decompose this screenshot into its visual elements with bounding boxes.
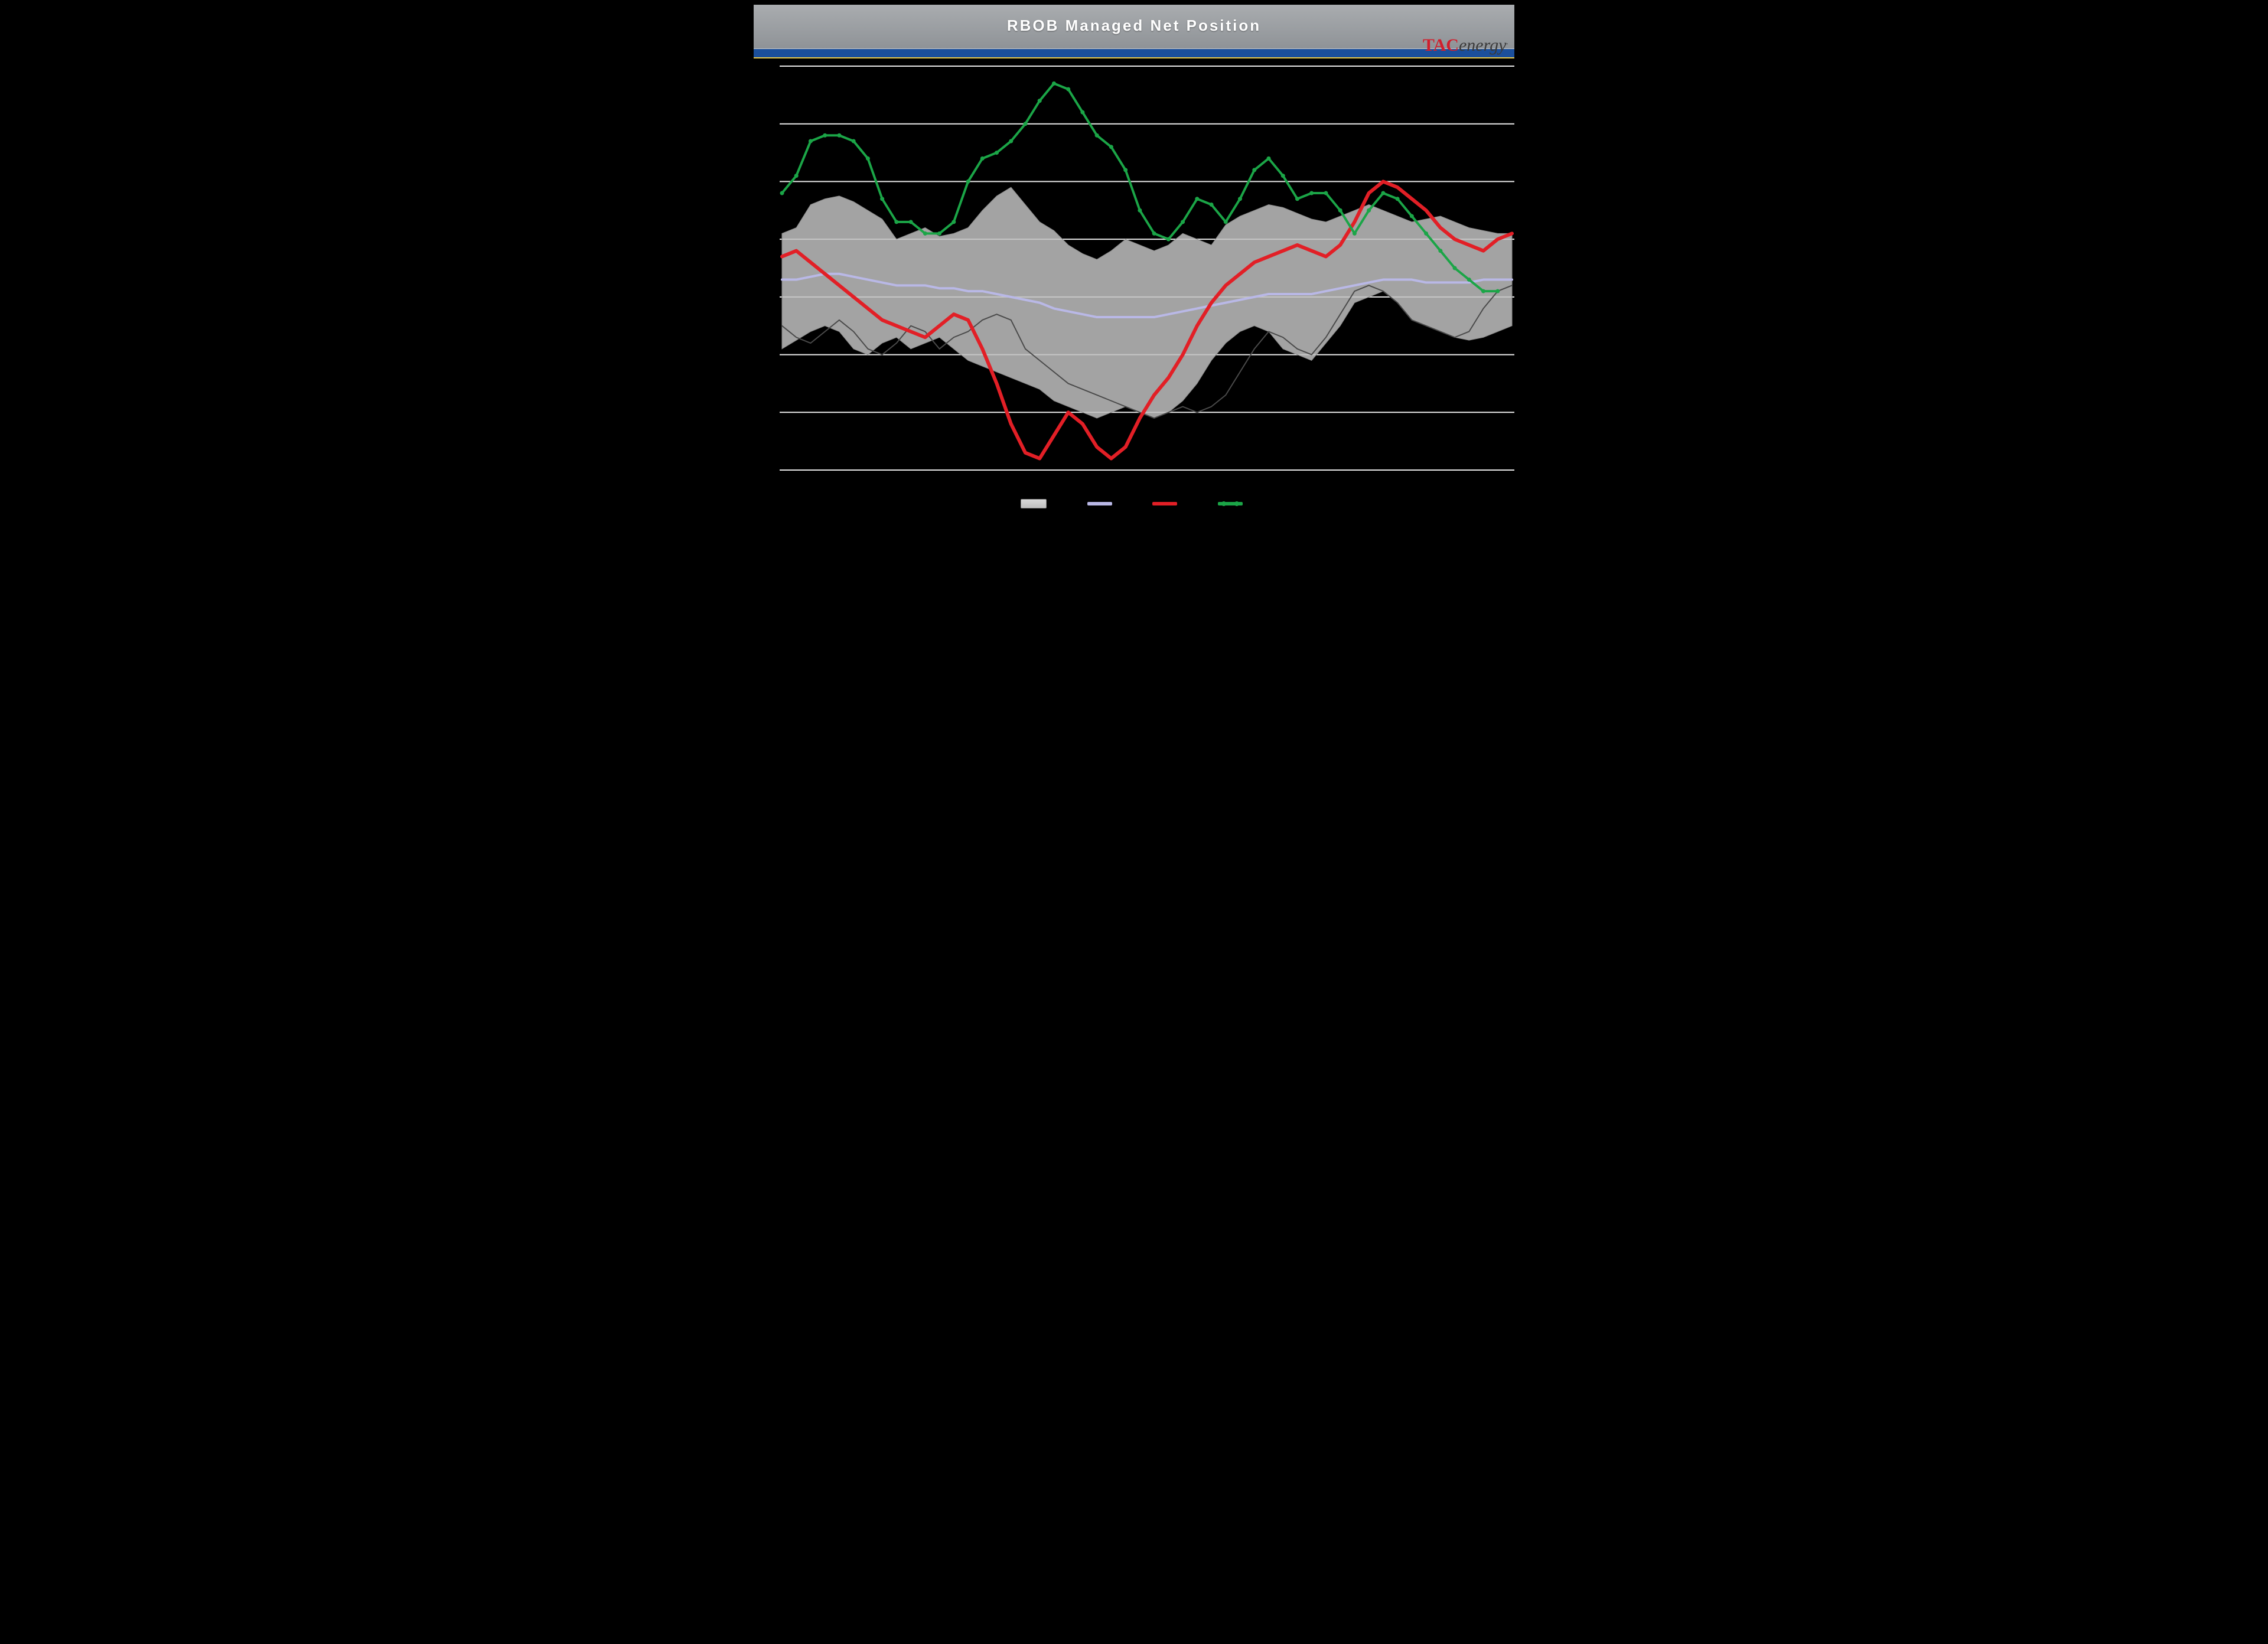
legend-green: [1218, 498, 1247, 509]
chart-title: RBOB Managed Net Position: [754, 17, 1514, 35]
legend-avg: [1087, 498, 1117, 509]
avg-swatch-icon: [1087, 502, 1112, 505]
logo-red: TAC: [1423, 35, 1459, 55]
green-swatch-icon: [1218, 502, 1243, 505]
brand-logo: TACenergy.: [1423, 35, 1508, 56]
plot-svg: [780, 64, 1514, 472]
legend-red: [1152, 498, 1182, 509]
header-blue-band: [754, 48, 1514, 58]
plot-area: [780, 64, 1514, 472]
legend: [738, 498, 1530, 509]
logo-rest: energy: [1459, 35, 1507, 55]
range-swatch-icon: [1021, 499, 1047, 508]
red-swatch-icon: [1152, 502, 1177, 505]
logo-mark: .: [1507, 38, 1509, 47]
header: RBOB Managed Net Position TACenergy.: [754, 5, 1514, 58]
legend-range: [1021, 498, 1051, 509]
chart-frame: RBOB Managed Net Position TACenergy.: [738, 0, 1530, 573]
